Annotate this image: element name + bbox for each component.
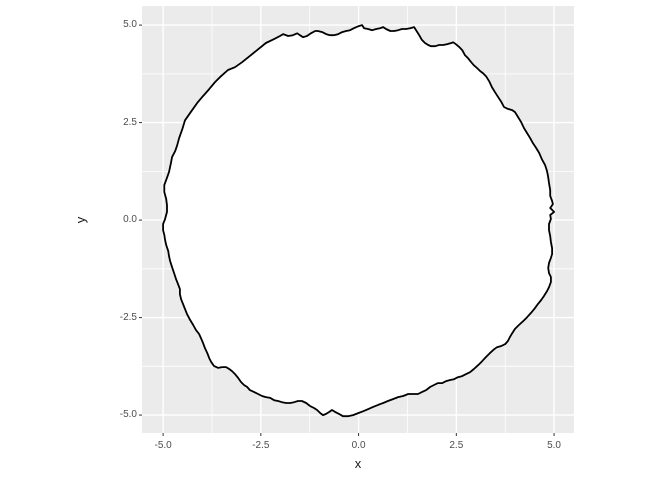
x-tick-label: -2.5 — [252, 440, 270, 451]
y-tick-label: -2.5 — [119, 311, 137, 323]
data-line — [162, 24, 555, 418]
x-tick-label: -5.0 — [154, 440, 172, 451]
x-axis-title: x — [354, 456, 362, 471]
x-tick-label: 2.5 — [449, 440, 464, 451]
y-tick-label: -5.0 — [119, 409, 137, 421]
x-tick-label: 0.0 — [351, 440, 366, 451]
y-tick-label: 5.0 — [123, 19, 137, 31]
y-tick-label: 0.0 — [123, 214, 137, 226]
x-tick-label: 5.0 — [547, 440, 561, 451]
y-tick-label: 2.5 — [123, 116, 137, 128]
y-axis-title: y — [73, 216, 88, 224]
